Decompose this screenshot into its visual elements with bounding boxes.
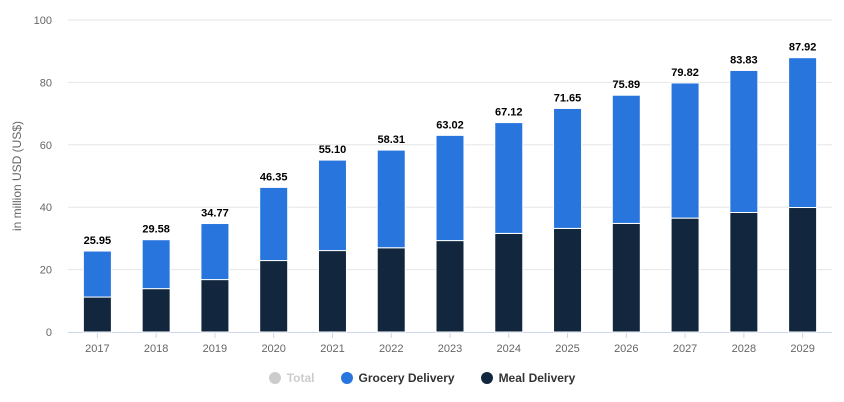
stacked-bar-chart: 0 20 40 60 80 100 2017 2018 2019 2020 2021 2022 2023…: [10, 15, 832, 355]
bar-meal-delivery: [435, 240, 465, 333]
bar-grocery-delivery: [788, 57, 818, 209]
total-data-label: 55.10: [319, 144, 347, 156]
y-tick-label: 100: [34, 15, 52, 27]
legend-item-meal[interactable]: Meal Delivery: [480, 371, 576, 385]
bar-meal-delivery: [494, 232, 524, 333]
bar-meal-delivery: [553, 227, 583, 333]
bar-meal-delivery: [259, 260, 289, 333]
x-tick-label: 2021: [320, 343, 344, 355]
legend-label: Total: [286, 371, 315, 385]
bar-grocery-delivery: [611, 94, 641, 224]
total-data-label: 71.65: [554, 92, 582, 104]
y-tick-label: 0: [46, 327, 52, 339]
total-data-label: 46.35: [260, 171, 288, 183]
bar-grocery-delivery: [494, 122, 524, 234]
x-tick-label: 2029: [790, 343, 814, 355]
bar-grocery-delivery: [259, 186, 289, 262]
total-data-label: 79.82: [671, 67, 699, 79]
bar-grocery-delivery: [200, 223, 230, 281]
bar-grocery-delivery: [729, 69, 759, 214]
x-tick-label: 2020: [261, 343, 285, 355]
legend-item-total[interactable]: Total: [268, 371, 315, 385]
x-tick-label: 2022: [379, 343, 403, 355]
bar-meal-delivery: [200, 279, 230, 333]
bar-meal-delivery: [376, 247, 406, 333]
total-data-label: 67.12: [495, 107, 523, 119]
x-tick-label: 2019: [203, 343, 227, 355]
x-tick-label: 2017: [85, 343, 109, 355]
bar-meal-delivery: [82, 296, 112, 333]
x-tick-label: 2023: [438, 343, 462, 355]
legend-label: Meal Delivery: [498, 371, 576, 385]
legend: Total Grocery Delivery Meal Delivery: [0, 371, 844, 385]
x-tick-label: 2027: [673, 343, 697, 355]
legend-marker: [340, 372, 353, 384]
bar-meal-delivery: [788, 207, 818, 333]
y-axis-title: in million USD (US$): [10, 121, 24, 231]
legend-item-grocery[interactable]: Grocery Delivery: [340, 371, 455, 385]
y-tick-label: 80: [40, 77, 52, 89]
bar-grocery-delivery: [82, 250, 112, 298]
y-tick-label: 60: [40, 140, 52, 152]
total-data-label: 58.31: [377, 134, 405, 146]
y-tick-label: 40: [40, 202, 52, 214]
bar-grocery-delivery: [141, 239, 171, 290]
total-data-label: 34.77: [201, 208, 229, 220]
total-data-label: 29.58: [142, 224, 170, 236]
x-tick-label: 2025: [555, 343, 579, 355]
total-data-label: 75.89: [613, 79, 641, 91]
total-data-label: 87.92: [789, 42, 817, 54]
bar-grocery-delivery: [670, 82, 700, 219]
x-tick-label: 2024: [497, 343, 521, 355]
bar-meal-delivery: [611, 222, 641, 333]
bar-grocery-delivery: [553, 107, 583, 229]
total-data-label: 63.02: [436, 119, 464, 131]
bar-meal-delivery: [317, 250, 347, 333]
bar-grocery-delivery: [317, 159, 347, 252]
bar-meal-delivery: [141, 288, 171, 333]
total-data-label: 83.83: [730, 54, 758, 66]
bar-grocery-delivery: [435, 134, 465, 242]
x-tick-label: 2028: [732, 343, 756, 355]
legend-marker: [480, 372, 493, 384]
bar-meal-delivery: [729, 212, 759, 333]
bar-grocery-delivery: [376, 149, 406, 249]
legend-marker: [268, 372, 281, 384]
legend-label: Grocery Delivery: [358, 371, 455, 385]
x-tick-label: 2026: [614, 343, 638, 355]
x-tick-label: 2018: [144, 343, 168, 355]
total-data-label: 25.95: [84, 235, 112, 247]
bar-meal-delivery: [670, 217, 700, 333]
y-tick-label: 20: [40, 265, 52, 277]
